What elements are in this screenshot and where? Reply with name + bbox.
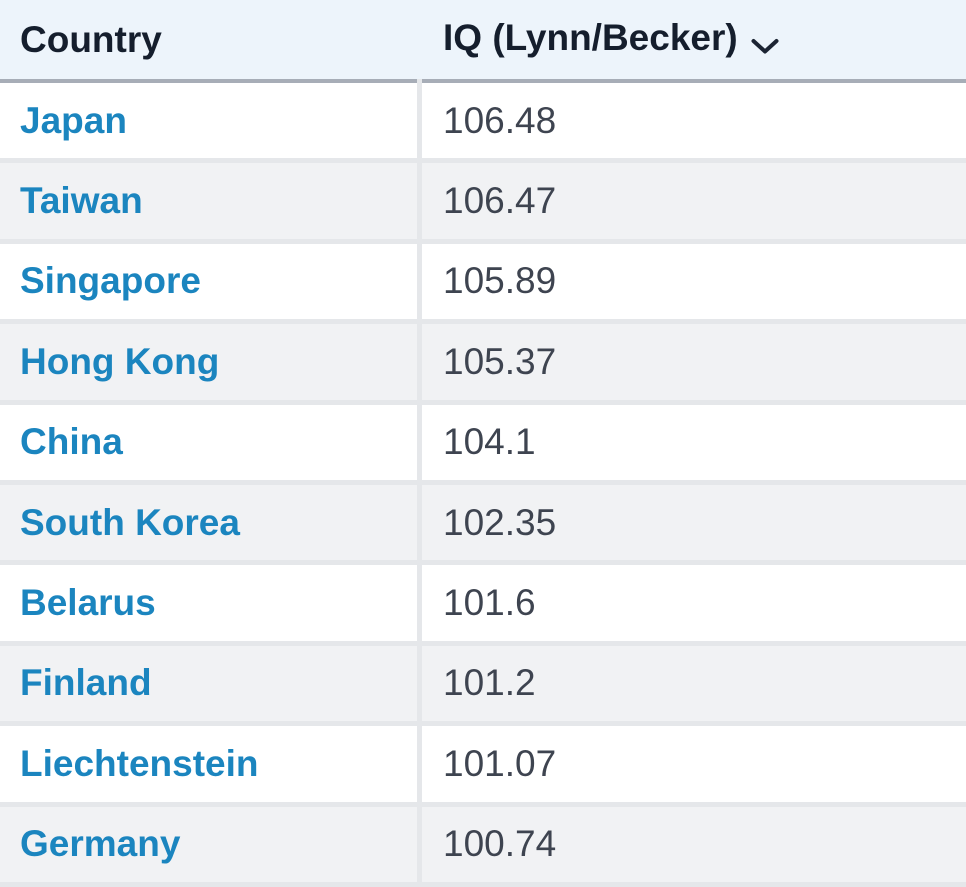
table-row: China 104.1 [0,404,966,485]
table-row: Finland 101.2 [0,645,966,727]
country-link[interactable]: Liechtenstein [20,742,259,784]
table-row: South Korea 102.35 [0,484,966,566]
column-header-country[interactable]: Country [0,0,422,83]
iq-value: 106.48 [422,83,966,164]
table-row: Japan 106.48 [0,83,966,164]
country-link[interactable]: Belarus [20,582,156,624]
iq-value: 105.89 [422,243,966,325]
country-link[interactable]: China [20,421,123,463]
iq-value: 101.2 [422,645,966,727]
table-header-row: Country IQ (Lynn/Becker) [0,0,966,83]
table-row: Taiwan 106.47 [0,163,966,244]
table-row: Singapore 105.89 [0,243,966,325]
iq-value: 102.35 [422,484,966,566]
country-link[interactable]: Taiwan [20,180,143,222]
table-row: Hong Kong 105.37 [0,324,966,405]
iq-value: 105.37 [422,324,966,405]
country-link[interactable]: Japan [20,99,127,141]
country-link[interactable]: Singapore [20,260,201,302]
country-link[interactable]: South Korea [20,501,240,543]
table-row: Liechtenstein 101.07 [0,726,966,807]
table-row: Germany 100.74 [0,806,966,887]
chevron-down-icon [751,22,779,64]
iq-value: 100.74 [422,806,966,887]
iq-value: 106.47 [422,163,966,244]
column-divider [417,79,422,887]
iq-value: 104.1 [422,404,966,485]
table-row: Belarus 101.6 [0,565,966,646]
iq-value: 101.07 [422,726,966,807]
column-header-iq-label: IQ (Lynn/Becker) [443,16,738,58]
country-link[interactable]: Finland [20,662,152,704]
country-link[interactable]: Hong Kong [20,340,220,382]
column-header-iq[interactable]: IQ (Lynn/Becker) [422,0,966,83]
iq-value: 101.6 [422,565,966,646]
country-link[interactable]: Germany [20,823,181,865]
column-header-country-label: Country [20,18,162,60]
